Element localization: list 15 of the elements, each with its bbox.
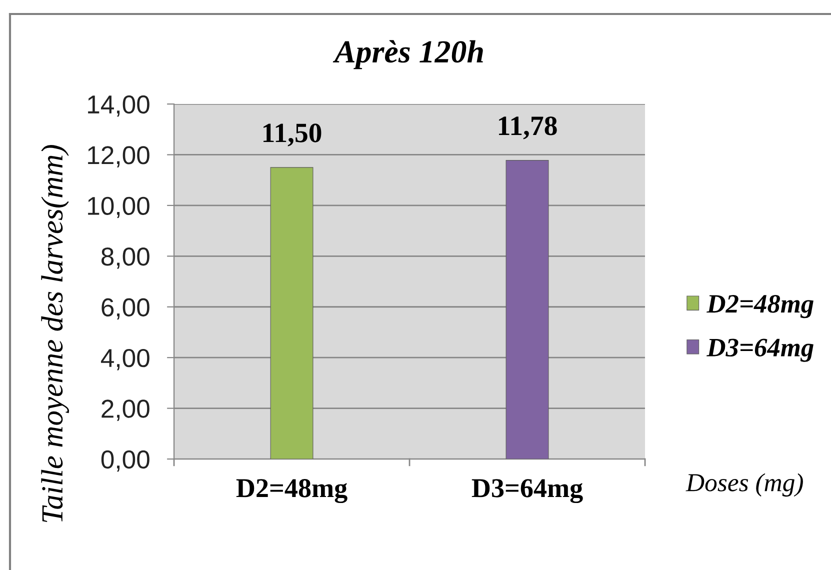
y-axis-title: Taille moyenne des larves(mm) <box>41 145 69 522</box>
y-tick-label: 4,00 <box>100 348 150 370</box>
y-tick-label: 2,00 <box>102 400 150 421</box>
y-tick-label: 14,00 <box>88 95 150 117</box>
y-tick-label: 8,00 <box>102 248 150 269</box>
y-tick-label: 0,00 <box>101 450 150 472</box>
data-label: 11,50 <box>264 124 322 146</box>
legend-label: D3=64mg <box>706 338 814 362</box>
legend-label: D2=48mg <box>706 294 814 318</box>
y-tick-label: 10,00 <box>88 196 150 218</box>
data-label: 11,78 <box>499 116 557 140</box>
y-tick-label: 12,00 <box>88 146 150 168</box>
chart-title: Après 120h <box>332 40 483 70</box>
x-axis-title: Doses (mg) <box>686 473 803 497</box>
y-tick-label: 6,00 <box>102 298 150 320</box>
